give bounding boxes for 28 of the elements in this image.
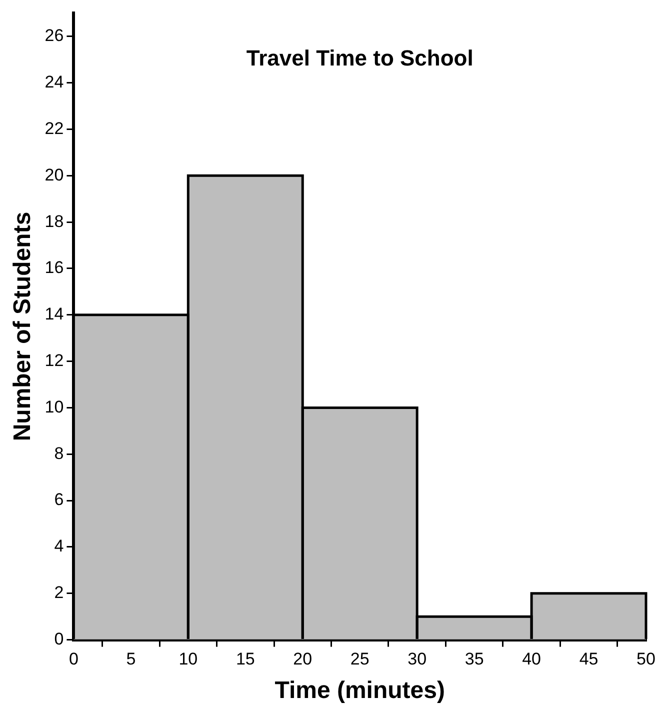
y-axis-title: Number of Students: [9, 212, 36, 442]
y-tick-label: 6: [54, 490, 64, 510]
x-tick-label: 10: [178, 650, 198, 669]
x-tick-label: 25: [350, 650, 370, 669]
y-tick-label: 22: [44, 118, 64, 138]
y-tick-label: 20: [44, 165, 64, 184]
y-tick-label: 2: [54, 583, 64, 602]
text: Travel Time to School: [246, 45, 474, 70]
y-tick-label: 0: [54, 629, 64, 648]
y-tick-label: 26: [44, 26, 64, 46]
x-tick-label: 0: [68, 650, 78, 669]
y-tick-label: 8: [54, 444, 64, 463]
x-tick-label: 15: [236, 650, 255, 669]
y-tick-label: 24: [44, 72, 64, 92]
y-tick-label: 16: [44, 258, 64, 278]
x-tick-label: 30: [408, 650, 427, 669]
x-tick-label: 40: [522, 650, 542, 669]
x-tick-label: 20: [293, 650, 312, 669]
x-tick-label: 35: [464, 650, 484, 669]
y-tick-label: 10: [44, 397, 64, 416]
y-tick-label: 4: [54, 536, 64, 556]
x-tick-label: 45: [579, 650, 598, 669]
y-tick-label: 18: [44, 212, 64, 231]
x-tick-label: 5: [126, 650, 136, 669]
x-axis-title: Time (minutes): [274, 677, 445, 704]
y-tick-label: 14: [44, 304, 64, 324]
x-tick-label: 50: [636, 650, 656, 669]
y-tick-label: 12: [44, 351, 64, 370]
